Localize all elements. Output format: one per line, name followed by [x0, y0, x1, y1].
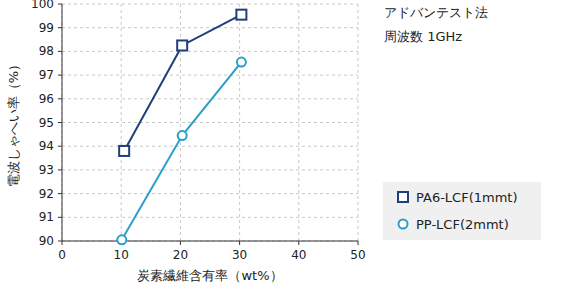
- x-tick: [180, 241, 181, 245]
- point: [177, 40, 187, 50]
- x-axis: [62, 241, 358, 242]
- point: [117, 235, 126, 244]
- annotation: アドバンテスト法: [384, 5, 488, 20]
- x-tick: [358, 241, 359, 245]
- x-tick-label: 40: [291, 248, 306, 262]
- x-tick: [62, 241, 63, 245]
- series-line: [122, 62, 242, 240]
- annotation: 周波数 1GHz: [384, 29, 462, 44]
- y-tick-label: 96: [39, 92, 54, 106]
- point: [178, 131, 187, 140]
- legend-label: PP-LCF(2mmt): [416, 217, 509, 232]
- y-grid: [62, 27, 358, 28]
- y-tick-label: 93: [39, 163, 54, 177]
- legend-box: [383, 182, 541, 240]
- y-tick: [58, 98, 62, 99]
- x-grid: [239, 4, 240, 241]
- y-grid: [62, 122, 358, 123]
- x-tick-label: 30: [232, 248, 247, 262]
- y-tick-label: 91: [39, 210, 54, 224]
- point: [237, 58, 246, 67]
- x-tick-label: 10: [114, 248, 129, 262]
- y-grid: [62, 193, 358, 194]
- point: [119, 146, 129, 156]
- y-tick: [58, 122, 62, 123]
- plot-data: [117, 10, 246, 245]
- y-tick: [58, 27, 62, 28]
- y-grid: [62, 98, 358, 99]
- y-tick-label: 99: [39, 21, 54, 35]
- x-tick-label: 0: [58, 248, 66, 262]
- y-tick: [58, 51, 62, 52]
- y-tick: [58, 146, 62, 147]
- x-tick-label: 20: [173, 248, 188, 262]
- x-tick: [298, 241, 299, 245]
- x-axis-label: 炭素繊維含有率（wt%）: [137, 268, 282, 283]
- y-axis-label: 電波しゃへい率（%）: [6, 58, 21, 187]
- y-grid: [62, 146, 358, 147]
- y-grid: [62, 241, 358, 242]
- point: [236, 10, 246, 20]
- y-grid: [62, 51, 358, 52]
- y-tick: [58, 75, 62, 76]
- y-tick: [58, 169, 62, 170]
- y-tick-label: 90: [39, 234, 54, 248]
- legend-marker: [399, 220, 408, 229]
- y-grid: [62, 75, 358, 76]
- legend-label: PA6-LCF(1mmt): [416, 190, 518, 205]
- x-grid: [121, 4, 122, 241]
- x-tick: [239, 241, 240, 245]
- y-axis: [62, 4, 63, 241]
- y-tick-label: 98: [39, 44, 54, 58]
- y-grid: [62, 217, 358, 218]
- y-tick-label: 94: [39, 139, 54, 153]
- legend: PA6-LCF(1mmt) PP-LCF(2mmt): [383, 182, 541, 240]
- x-tick-label: 50: [350, 248, 365, 262]
- y-tick-label: 92: [39, 187, 54, 201]
- y-tick: [58, 4, 62, 5]
- y-tick: [58, 217, 62, 218]
- grid: [58, 4, 358, 245]
- legend-marker: [398, 192, 408, 202]
- y-tick-label: 100: [31, 0, 54, 11]
- x-grid: [62, 4, 63, 241]
- y-grid: [62, 169, 358, 170]
- y-tick-label: 97: [39, 68, 54, 82]
- y-tick-label: 95: [39, 116, 54, 130]
- x-grid: [298, 4, 299, 241]
- y-tick: [58, 241, 62, 242]
- y-grid: [62, 4, 358, 5]
- x-grid: [358, 4, 359, 241]
- y-tick: [58, 193, 62, 194]
- chart: 90 91 92 93 94 95 96 97 98 99 100 0 10 20 30 40 50 炭素繊維含有…: [0, 0, 583, 290]
